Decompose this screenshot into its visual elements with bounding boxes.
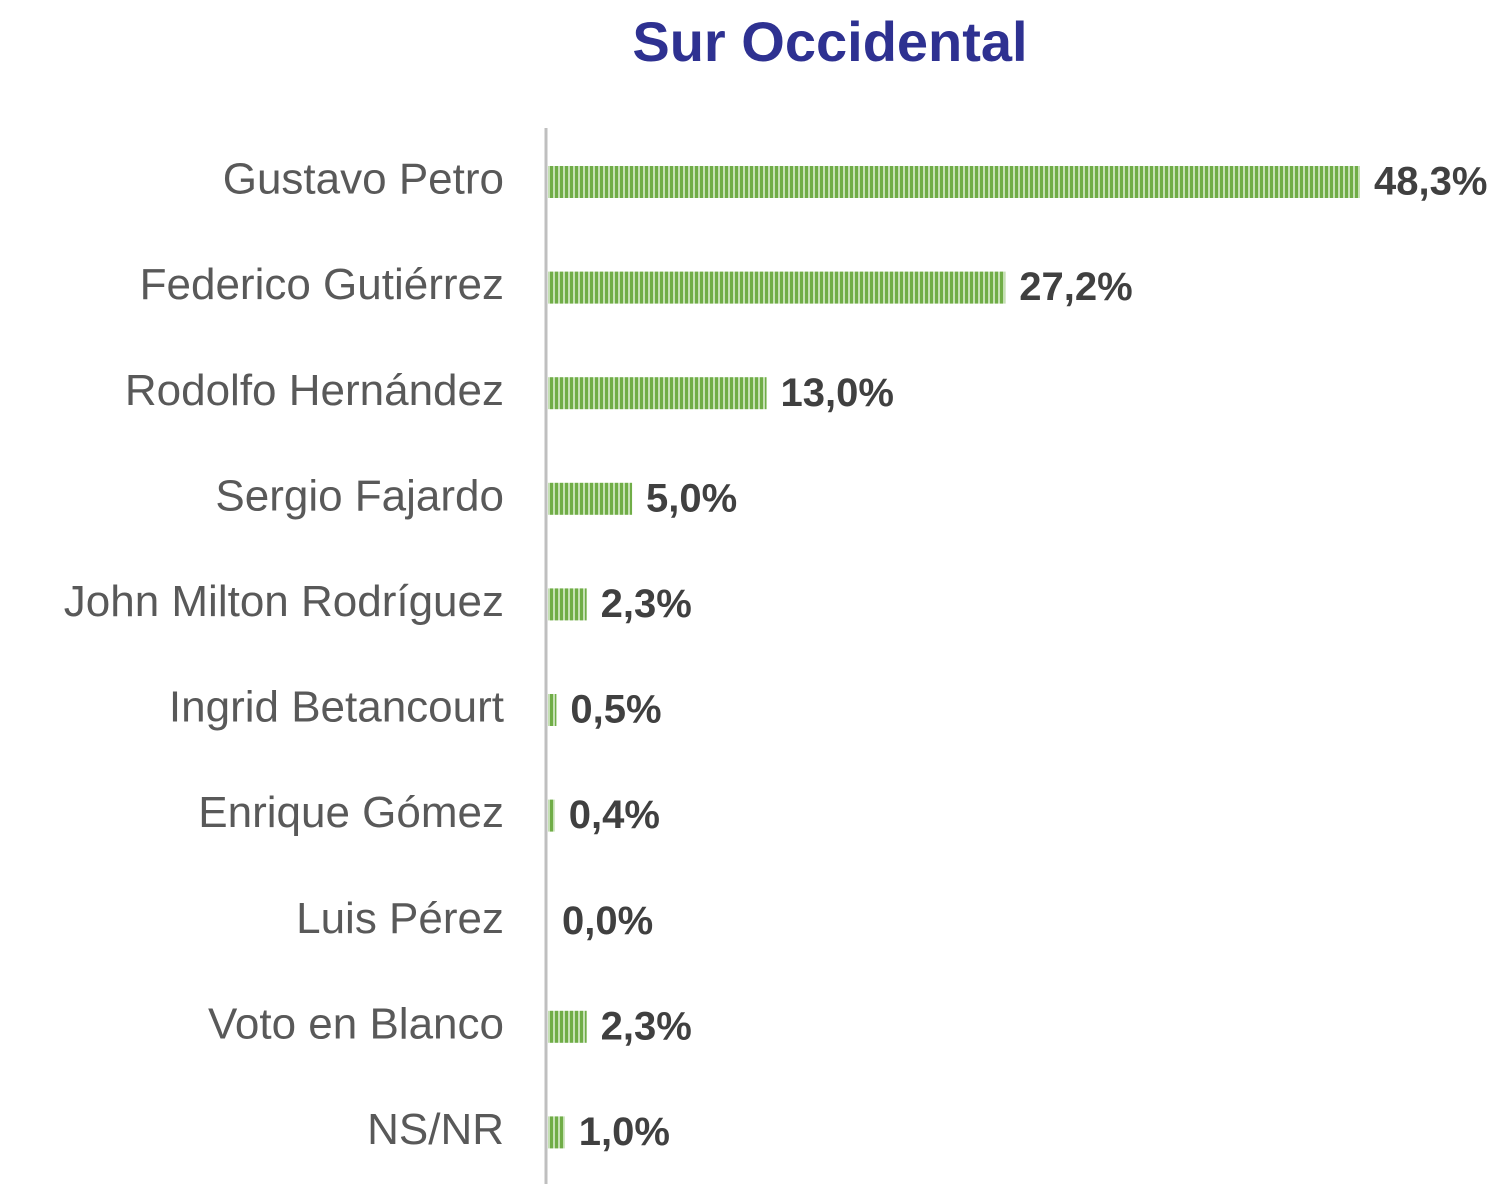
- bar: [548, 166, 1360, 198]
- bar: [548, 377, 767, 410]
- category-label: NS/NR: [367, 1105, 504, 1154]
- category-label: Rodolfo Hernández: [125, 366, 504, 415]
- category-label: Enrique Gómez: [198, 788, 504, 837]
- bar: [548, 1010, 587, 1043]
- category-label: Voto en Blanco: [208, 999, 504, 1048]
- value-label: 2,3%: [601, 582, 692, 626]
- category-label: Ingrid Betancourt: [169, 683, 504, 732]
- bar: [548, 482, 633, 515]
- category-label: John Milton Rodríguez: [64, 577, 504, 626]
- value-label: 0,5%: [570, 688, 661, 732]
- bar: [548, 799, 555, 832]
- value-label: 48,3%: [1374, 160, 1487, 204]
- value-label: 0,0%: [562, 899, 653, 943]
- bar: [548, 1116, 565, 1149]
- value-label: 0,4%: [569, 793, 660, 837]
- value-label: 2,3%: [601, 1004, 692, 1048]
- value-label: 13,0%: [781, 371, 894, 415]
- value-label: 1,0%: [579, 1110, 670, 1154]
- bar: [548, 588, 587, 621]
- category-label: Sergio Fajardo: [215, 471, 504, 520]
- category-label: Federico Gutiérrez: [140, 260, 504, 309]
- value-label: 27,2%: [1019, 265, 1132, 309]
- category-label: Luis Pérez: [296, 894, 504, 943]
- category-label: Gustavo Petro: [223, 155, 504, 204]
- bar: [548, 271, 1006, 304]
- chart-title: Sur Occidental: [632, 10, 1027, 73]
- bar: [548, 694, 557, 726]
- value-label: 5,0%: [646, 476, 737, 520]
